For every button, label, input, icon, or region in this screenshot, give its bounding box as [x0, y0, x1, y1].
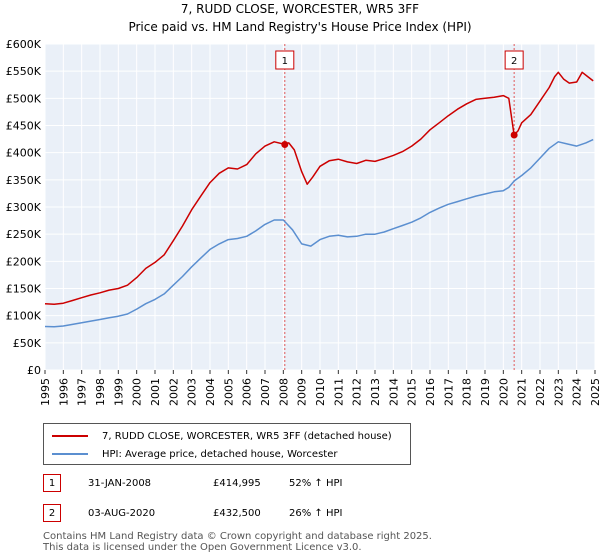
- y-tick-label: £250K: [6, 228, 42, 241]
- y-tick-label: £150K: [6, 283, 42, 296]
- x-tick-label: 2020: [497, 378, 510, 406]
- series-lines: [44, 71, 594, 328]
- x-tick-label: 2006: [241, 378, 254, 406]
- marker-label: 2: [511, 56, 517, 67]
- transaction-hpi-change: 26% ↑ HPI: [289, 507, 343, 519]
- chart-title: 7, RUDD CLOSE, WORCESTER, WR5 3FF: [181, 2, 419, 16]
- legend-swatch-property: [52, 435, 88, 437]
- transaction-date: 31-JAN-2008: [88, 477, 152, 489]
- transaction-row: 1 31-JAN-2008 £414,995 52% ↑ HPI: [43, 473, 443, 493]
- transaction-number-badge: 2: [43, 504, 61, 522]
- x-tick-label: 2025: [589, 378, 600, 406]
- grid-lines: [44, 43, 596, 371]
- y-axis-ticks: £0 £50K £100K £150K £200K £250K £300K £350K £400…: [6, 38, 42, 377]
- legend: 7, RUDD CLOSE, WORCESTER, WR5 3FF (detac…: [43, 423, 411, 465]
- x-tick-label: 2017: [442, 378, 455, 406]
- x-tick-label: 2011: [332, 378, 345, 406]
- legend-label-property: 7, RUDD CLOSE, WORCESTER, WR5 3FF (detac…: [102, 430, 392, 442]
- x-tick-label: 2005: [222, 378, 235, 406]
- x-tick-label: 2003: [186, 378, 199, 406]
- x-tick-label: 2023: [552, 378, 565, 406]
- footer-licence: This data is licensed under the Open Gov…: [43, 542, 362, 553]
- footer-copyright: Contains HM Land Registry data © Crown c…: [43, 531, 432, 542]
- footer: Contains HM Land Registry data © Crown c…: [43, 531, 432, 553]
- y-tick-label: £0: [27, 364, 41, 377]
- x-tick-label: 2022: [534, 378, 547, 406]
- x-axis-ticks: 1995 1996 1997 1998 1999 2000 2001 2002 2003 2004…: [39, 370, 600, 406]
- legend-item-hpi: HPI: Average price, detached house, Worc…: [52, 446, 337, 462]
- x-tick-label: 1996: [57, 378, 70, 406]
- y-tick-label: £50K: [13, 337, 42, 350]
- y-tick-label: £350K: [6, 174, 42, 187]
- series-line-hpi: [44, 138, 594, 328]
- y-tick-label: £600K: [6, 38, 42, 51]
- x-tick-label: 2012: [351, 378, 364, 406]
- x-tick-label: 2016: [424, 378, 437, 406]
- x-tick-label: 2014: [387, 378, 400, 406]
- x-tick-label: 2009: [296, 378, 309, 406]
- x-tick-label: 2000: [131, 378, 144, 406]
- y-tick-label: £300K: [6, 201, 42, 214]
- x-tick-label: 1999: [112, 378, 125, 406]
- price-chart: 7, RUDD CLOSE, WORCESTER, WR5 3FF Price …: [6, 2, 600, 406]
- y-tick-label: £200K: [6, 255, 42, 268]
- x-tick-label: 2024: [571, 378, 584, 406]
- y-tick-label: £400K: [6, 147, 42, 160]
- series-line-property: [44, 71, 594, 306]
- x-tick-label: 2004: [204, 378, 217, 406]
- x-tick-label: 2008: [277, 378, 290, 406]
- x-tick-label: 1998: [94, 378, 107, 406]
- x-tick-label: 1995: [39, 378, 52, 406]
- marker-label-box: [275, 50, 295, 70]
- marker-label: 1: [282, 56, 288, 67]
- legend-swatch-hpi: [52, 453, 88, 455]
- x-tick-label: 2015: [406, 378, 419, 406]
- transaction-hpi-change: 52% ↑ HPI: [289, 477, 343, 489]
- transaction-date: 03-AUG-2020: [88, 507, 156, 519]
- x-tick-label: 2013: [369, 378, 382, 406]
- transaction-price: £432,500: [213, 507, 261, 519]
- y-tick-label: £100K: [6, 310, 42, 323]
- y-tick-label: £550K: [6, 65, 42, 78]
- chart-subtitle: Price paid vs. HM Land Registry's House …: [128, 20, 471, 34]
- x-tick-label: 2018: [461, 378, 474, 406]
- x-tick-label: 2021: [516, 378, 529, 406]
- y-tick-label: £450K: [6, 120, 42, 133]
- sale-point: [281, 141, 289, 149]
- x-tick-label: 2001: [149, 378, 162, 406]
- transaction-number-badge: 1: [43, 474, 61, 492]
- legend-item-property: 7, RUDD CLOSE, WORCESTER, WR5 3FF (detac…: [52, 428, 392, 444]
- sale-point: [510, 131, 518, 139]
- marker-label-box: [504, 50, 524, 70]
- x-tick-label: 2019: [479, 378, 492, 406]
- transaction-row: 2 03-AUG-2020 £432,500 26% ↑ HPI: [43, 503, 443, 523]
- x-tick-label: 2010: [314, 378, 327, 406]
- x-tick-label: 2002: [167, 378, 180, 406]
- legend-label-hpi: HPI: Average price, detached house, Worc…: [102, 448, 338, 460]
- x-tick-label: 2007: [259, 378, 272, 406]
- y-tick-label: £500K: [6, 92, 42, 105]
- x-tick-label: 1997: [76, 378, 89, 406]
- transaction-price: £414,995: [213, 477, 261, 489]
